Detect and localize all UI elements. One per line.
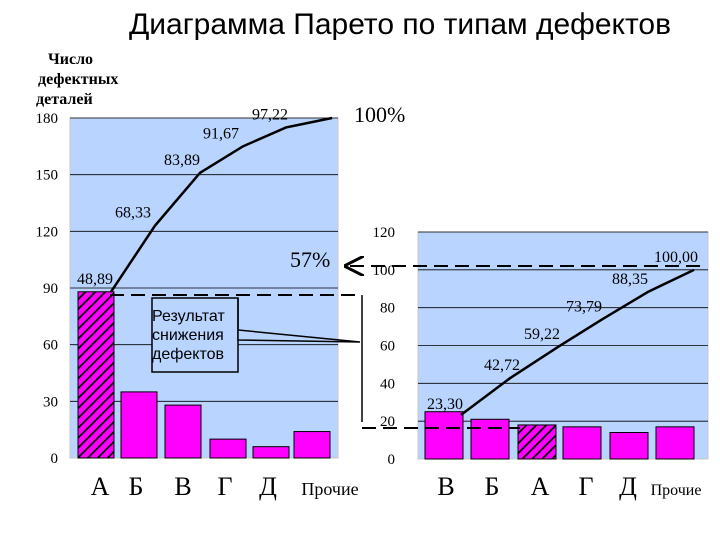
right-gridlines [418,231,708,422]
x-tick-label: Д [619,472,637,501]
bar [609,432,649,460]
cumulative-label: 73,79 [566,298,602,315]
x-tick-label: Г [578,472,593,501]
cumulative-label: 68,33 [115,205,151,222]
y-tick-label: 180 [36,111,59,127]
cumulative-label: 59,22 [524,326,560,343]
left-ylabel-line-1: Число [48,51,93,68]
bar [424,411,464,460]
x-tick-label: Г [217,472,232,501]
bar [77,291,115,459]
cumulative-label: 88,35 [612,271,648,288]
bar [164,404,202,459]
y-tick-label: 60 [380,339,395,355]
y-tick-label: 150 [36,168,59,184]
chart-title: Диаграмма Парето по типам дефектов [128,8,672,41]
cumulative-label: 91,67 [203,125,239,142]
cumulative-line [109,116,333,293]
y-tick-label: 120 [36,224,59,240]
y-tick-label: 80 [380,301,395,317]
left-axis: 0 30 60 90 120 150 180 А Б В Г Д Прочие [36,111,359,501]
x-tick-label: А [91,472,110,501]
y-tick-label: 60 [43,338,58,354]
callout-pointer [237,298,361,343]
x-tick-label: Прочие [301,479,358,499]
reduction-percent-label: 57% [290,247,330,272]
callout-line-2: снижения [152,327,224,344]
y-tick-label: 0 [51,451,59,467]
left-bars [77,291,331,459]
left-ylabel-line-3: деталей [36,91,93,108]
bar [293,431,331,459]
cumulative-label: 100,00 [654,249,698,266]
y-tick-label: 20 [380,414,395,430]
cumulative-line [460,268,695,416]
callout-line-1: Результат [152,308,225,325]
y-tick-label: 30 [43,394,58,410]
bar [470,418,510,460]
callout-box [151,297,239,373]
bar [209,438,247,459]
cumulative-label: 83,89 [164,152,200,169]
x-tick-label: Б [485,472,500,501]
bar [252,446,290,459]
y-tick-label: 90 [43,281,58,297]
y-tick-label: 40 [380,376,395,392]
cumulative-label: 100% [354,102,405,127]
x-tick-label: Прочие [651,482,702,499]
x-tick-label: В [174,472,191,501]
y-tick-label: 0 [388,452,396,468]
bar [517,424,557,460]
bar [562,426,602,460]
left-ylabel-line-2: дефектных [38,71,118,88]
x-tick-label: Д [259,472,277,501]
cumulative-label: 48,89 [77,271,113,288]
y-tick-label: 120 [373,225,396,241]
right-bars [424,411,695,460]
x-tick-label: А [531,472,550,501]
callout-line-3: дефектов [152,346,224,363]
bar [120,391,158,459]
cumulative-label: 42,72 [484,357,520,374]
x-tick-label: Б [129,472,144,501]
cumulative-label: 97,22 [252,106,288,123]
cumulative-label: 23,30 [427,396,463,413]
x-tick-label: В [437,472,454,501]
bar [655,426,695,460]
